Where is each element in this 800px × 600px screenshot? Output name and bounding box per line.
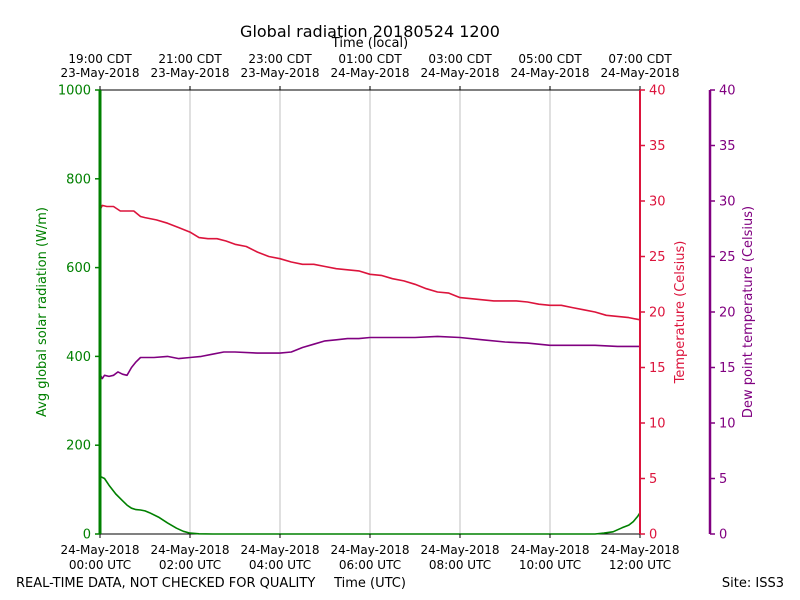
dewpoint-tick-label: 40 bbox=[719, 84, 736, 99]
x-tick-label-date: 24-May-2018 bbox=[600, 543, 679, 557]
temperature-tick-label: 20 bbox=[649, 306, 666, 321]
temperature-tick-label: 5 bbox=[649, 472, 657, 487]
top-tick-label-time: 05:00 CDT bbox=[518, 52, 582, 66]
top-tick-label-date: 23-May-2018 bbox=[60, 66, 139, 80]
radiation-axis-label: Avg global solar radiation (W/m) bbox=[35, 207, 50, 417]
top-tick-label-date: 24-May-2018 bbox=[600, 66, 679, 80]
top-axis-label: Time (local) bbox=[331, 36, 408, 51]
top-tick-label-time: 03:00 CDT bbox=[428, 52, 492, 66]
x-tick-label-date: 24-May-2018 bbox=[240, 543, 319, 557]
chart-title: Global radiation 20180524 1200 bbox=[240, 22, 500, 41]
radiation-tick-label: 1000 bbox=[58, 84, 91, 99]
dewpoint-tick-label: 25 bbox=[719, 250, 736, 265]
x-tick-label-date: 24-May-2018 bbox=[510, 543, 589, 557]
top-tick-label-date: 24-May-2018 bbox=[510, 66, 589, 80]
top-tick-label-date: 24-May-2018 bbox=[420, 66, 499, 80]
series-group bbox=[99, 204, 641, 535]
temperature-tick-label: 35 bbox=[649, 139, 666, 154]
radiation-series-line bbox=[99, 475, 641, 535]
radiation-tick-label: 400 bbox=[66, 350, 91, 365]
dewpoint-tick-label: 10 bbox=[719, 417, 736, 432]
x-tick-label-utc: 04:00 UTC bbox=[249, 558, 311, 572]
x-tick-label-utc: 02:00 UTC bbox=[159, 558, 221, 572]
x-tick-label-utc: 10:00 UTC bbox=[519, 558, 581, 572]
x-tick-label-date: 24-May-2018 bbox=[60, 543, 139, 557]
radiation-tick-label: 600 bbox=[66, 261, 91, 276]
top-tick-label-time: 01:00 CDT bbox=[338, 52, 402, 66]
temperature-tick-label: 25 bbox=[649, 250, 666, 265]
dewpoint-axis-label: Dew point temperature (Celsius) bbox=[741, 206, 756, 418]
site-label: Site: ISS3 bbox=[722, 576, 784, 591]
x-axis-label: Time (UTC) bbox=[333, 576, 406, 591]
top-tick-label-time: 19:00 CDT bbox=[68, 52, 132, 66]
quality-note: REAL-TIME DATA, NOT CHECKED FOR QUALITY bbox=[16, 576, 315, 591]
dewpoint-tick-label: 30 bbox=[719, 195, 736, 210]
x-tick-label-utc: 06:00 UTC bbox=[339, 558, 401, 572]
top-tick-label-time: 07:00 CDT bbox=[608, 52, 672, 66]
dewpoint-tick-label: 35 bbox=[719, 139, 736, 154]
x-tick-label-utc: 12:00 UTC bbox=[609, 558, 671, 572]
dewpoint-tick-label: 5 bbox=[719, 472, 727, 487]
radiation-tick-label: 800 bbox=[66, 172, 91, 187]
x-tick-label-date: 24-May-2018 bbox=[150, 543, 229, 557]
temperature-series-line bbox=[99, 204, 641, 321]
x-tick-label-utc: 00:00 UTC bbox=[69, 558, 131, 572]
radiation-tick-label: 0 bbox=[83, 528, 91, 543]
top-tick-label-date: 24-May-2018 bbox=[330, 66, 409, 80]
temperature-tick-label: 15 bbox=[649, 361, 666, 376]
grid bbox=[189, 90, 551, 534]
top-tick-label-date: 23-May-2018 bbox=[150, 66, 229, 80]
temperature-tick-label: 0 bbox=[649, 528, 657, 543]
temperature-tick-label: 10 bbox=[649, 417, 666, 432]
temperature-tick-label: 30 bbox=[649, 195, 666, 210]
top-tick-label-time: 21:00 CDT bbox=[158, 52, 222, 66]
temperature-axis-label: Temperature (Celsius) bbox=[673, 241, 688, 385]
dewpoint-tick-label: 15 bbox=[719, 361, 736, 376]
temperature-tick-label: 40 bbox=[649, 84, 666, 99]
x-tick-label-date: 24-May-2018 bbox=[420, 543, 499, 557]
top-tick-label-date: 23-May-2018 bbox=[240, 66, 319, 80]
top-tick-label-time: 23:00 CDT bbox=[248, 52, 312, 66]
dewpoint-tick-label: 20 bbox=[719, 306, 736, 321]
dewpoint-series-line bbox=[99, 335, 640, 380]
radiation-tick-label: 200 bbox=[66, 439, 91, 454]
x-tick-label-utc: 08:00 UTC bbox=[429, 558, 491, 572]
x-tick-label-date: 24-May-2018 bbox=[330, 543, 409, 557]
dewpoint-tick-label: 0 bbox=[719, 528, 727, 543]
